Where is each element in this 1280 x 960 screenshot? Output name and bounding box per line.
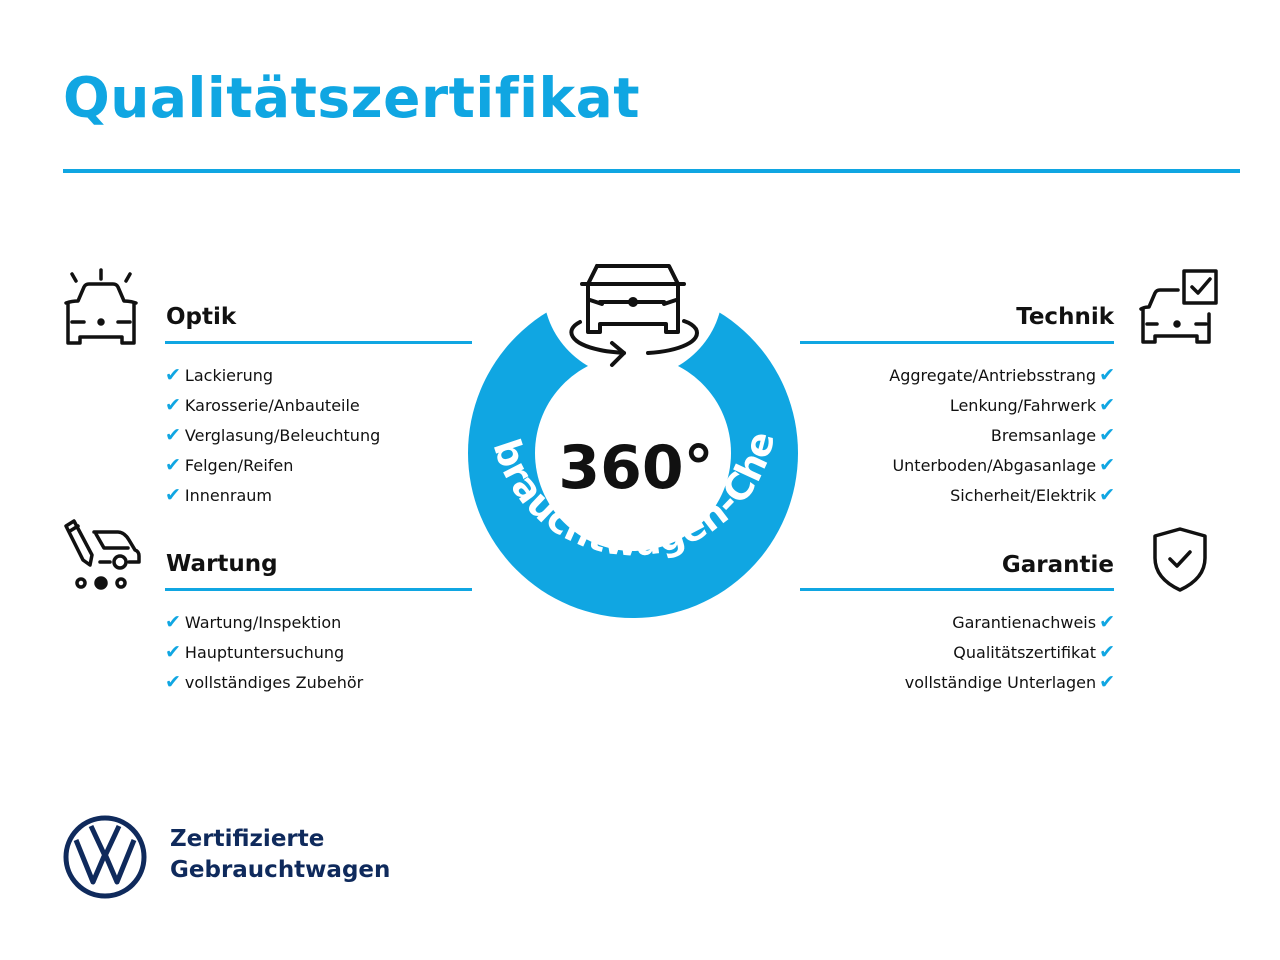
checkmark-icon: ✔ — [165, 424, 181, 446]
list-item: ✔ Verglasung/Beleuchtung — [165, 424, 381, 446]
title-divider — [63, 169, 1240, 173]
checkmark-icon: ✔ — [1099, 364, 1115, 386]
list-item: Unterboden/Abgasanlage ✔ — [892, 454, 1115, 476]
page-title: Qualitätszertifikat — [63, 66, 641, 130]
list-item: Garantienachweis ✔ — [952, 611, 1115, 633]
car-checklist-icon — [1139, 269, 1218, 344]
list-item: ✔ Lackierung — [165, 364, 274, 386]
checkmark-icon: ✔ — [165, 484, 181, 506]
shield-check-icon — [1153, 527, 1207, 592]
optik-divider — [165, 341, 472, 344]
list-item: Sicherheit/Elektrik ✔ — [950, 484, 1115, 506]
wartung-divider — [165, 588, 472, 591]
garantie-list: Garantienachweis ✔ Qualitätszertifikat ✔ v… — [905, 607, 1115, 697]
technik-list: Aggregate/Antriebsstrang ✔ Lenkung/Fahrwe… — [889, 360, 1115, 510]
brand-line-1: Zertifizierte — [170, 826, 325, 852]
section-heading-technik: Technik — [1016, 304, 1114, 330]
checkmark-icon: ✔ — [165, 641, 181, 663]
wartung-list: ✔ Wartung/Inspektion ✔ Hauptuntersuchung ✔… — [165, 607, 363, 697]
list-item: Bremsanlage ✔ — [990, 424, 1115, 446]
checkmark-icon: ✔ — [165, 611, 181, 633]
checkmark-icon: ✔ — [1099, 484, 1115, 506]
list-item: ✔ vollständiges Zubehör — [165, 671, 364, 693]
section-heading-garantie: Garantie — [1001, 552, 1114, 578]
checkmark-icon: ✔ — [1099, 671, 1115, 693]
list-item: ✔ Innenraum — [165, 484, 273, 506]
car-lights-icon — [64, 268, 138, 345]
list-item: ✔ Felgen/Reifen — [165, 454, 294, 476]
list-item: ✔ Hauptuntersuchung — [165, 641, 345, 663]
checkmark-icon: ✔ — [1099, 611, 1115, 633]
checkmark-icon: ✔ — [165, 394, 181, 416]
list-item: ✔ Wartung/Inspektion — [165, 611, 342, 633]
checkmark-icon: ✔ — [1099, 641, 1115, 663]
checkmark-icon: ✔ — [165, 364, 181, 386]
technik-divider — [800, 341, 1114, 344]
checkmark-icon: ✔ — [1099, 424, 1115, 446]
checkmark-icon: ✔ — [1099, 454, 1115, 476]
list-item: Qualitätszertifikat ✔ — [953, 641, 1115, 663]
checkmark-icon: ✔ — [165, 671, 181, 693]
list-item: Aggregate/Antriebsstrang ✔ — [889, 364, 1115, 386]
badge-value: 360° — [558, 433, 713, 503]
garantie-divider — [800, 588, 1114, 591]
list-item: Lenkung/Fahrwerk ✔ — [949, 394, 1115, 416]
section-heading-wartung: Wartung — [166, 551, 278, 577]
vw-logo — [63, 815, 147, 899]
brand-line-2: Gebrauchtwagen — [170, 857, 391, 883]
checkmark-icon: ✔ — [165, 454, 181, 476]
service-van-icon — [64, 519, 141, 590]
checkmark-icon: ✔ — [1099, 394, 1115, 416]
list-item: ✔ Karosserie/Anbauteile — [165, 394, 360, 416]
optik-list: ✔ Lackierung ✔ Karosserie/Anbauteile ✔ Verg… — [165, 360, 380, 510]
car-rotate-icon — [569, 264, 699, 367]
section-heading-optik: Optik — [166, 304, 237, 330]
list-item: vollständige Unterlagen ✔ — [904, 671, 1115, 693]
brand-name: Zertifizierte Gebrauchtwagen — [170, 824, 390, 886]
